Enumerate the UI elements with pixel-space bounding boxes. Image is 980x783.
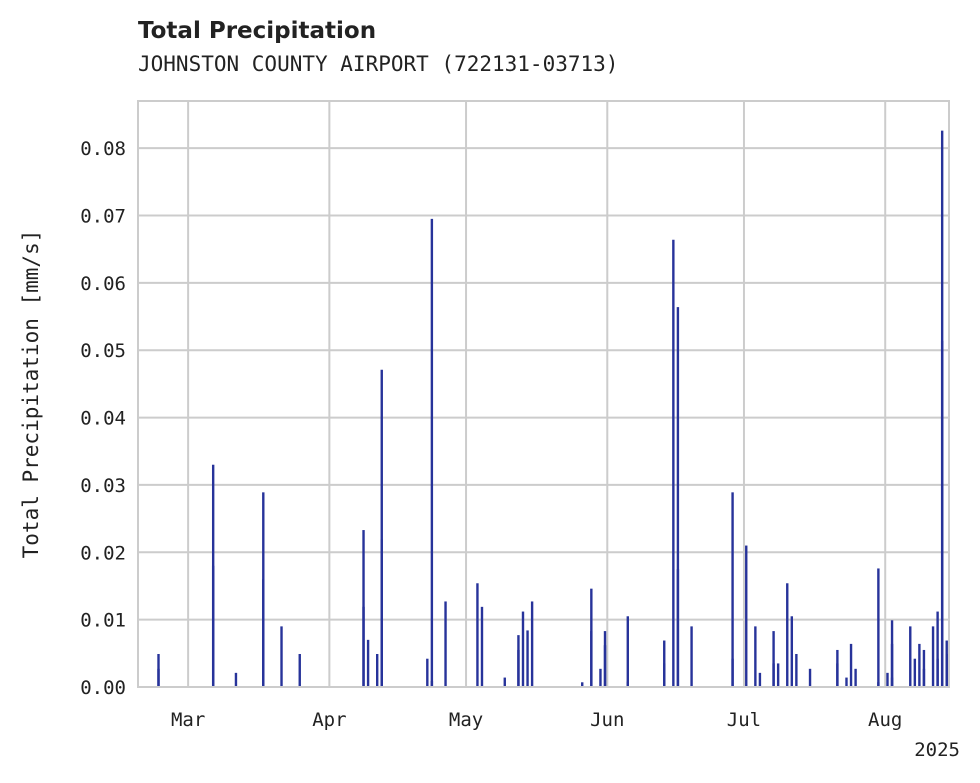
precip-bar bbox=[262, 492, 265, 687]
precip-bar bbox=[599, 668, 602, 687]
precip-bar bbox=[922, 649, 926, 687]
precip-bar bbox=[366, 639, 370, 687]
plot-frame bbox=[137, 100, 950, 688]
chart-subtitle: JOHNSTON COUNTY AIRPORT (722131-03713) bbox=[138, 52, 619, 76]
precip-bar bbox=[362, 606, 365, 687]
precip-bar bbox=[672, 239, 675, 687]
y-tick-label: 0.06 bbox=[80, 273, 126, 295]
plot-area bbox=[138, 101, 949, 687]
x-tick-label: Jun bbox=[590, 709, 624, 731]
precip-bar bbox=[663, 663, 666, 687]
precip-bar bbox=[375, 653, 379, 687]
y-tick-label: 0.02 bbox=[80, 542, 126, 564]
precip-bar bbox=[430, 680, 434, 687]
precip-bar bbox=[890, 620, 894, 687]
y-tick-label: 0.05 bbox=[80, 340, 126, 362]
precip-bar bbox=[503, 677, 506, 687]
precip-bar bbox=[526, 630, 529, 687]
y-axis-ticks: 0.00 0.01 0.02 0.03 0.04 0.05 0.06 0.07 0.08 bbox=[80, 138, 126, 699]
precip-bar bbox=[918, 643, 921, 687]
precip-bar bbox=[849, 643, 853, 687]
precip-bar bbox=[234, 672, 238, 687]
x-tick-label: May bbox=[449, 709, 483, 731]
precip-bar bbox=[877, 568, 880, 687]
x-tick-label: Mar bbox=[171, 709, 205, 731]
y-tick-label: 0.07 bbox=[80, 206, 126, 228]
precip-bar bbox=[772, 631, 775, 687]
x-tick-label: Aug bbox=[868, 709, 902, 731]
precip-bar bbox=[890, 677, 894, 687]
precip-bar bbox=[845, 677, 848, 687]
precip-bar bbox=[676, 307, 680, 687]
precip-bar bbox=[521, 611, 525, 687]
y-tick-label: 0.03 bbox=[80, 475, 126, 497]
x-tick-label: Jul bbox=[727, 709, 761, 731]
precip-bar bbox=[444, 601, 447, 687]
precip-bar bbox=[298, 653, 301, 687]
y-tick-label: 0.01 bbox=[80, 610, 126, 632]
chart-title: Total Precipitation bbox=[138, 18, 377, 44]
precip-bar bbox=[262, 639, 265, 687]
precip-bar bbox=[731, 658, 734, 687]
x-axis-ticks: Mar Apr May Jun Jul Aug bbox=[171, 709, 902, 731]
precip-bar bbox=[758, 672, 762, 687]
precip-bar bbox=[280, 626, 283, 687]
precip-bar bbox=[808, 668, 812, 687]
precip-bar bbox=[517, 635, 520, 687]
precip-bar bbox=[745, 545, 748, 687]
precip-bar bbox=[909, 626, 912, 687]
y-axis-label: Total Precipitation [mm/s] bbox=[19, 230, 43, 559]
precip-bar bbox=[940, 340, 944, 687]
precip-bar bbox=[854, 668, 857, 687]
precip-bar bbox=[786, 583, 789, 687]
precip-bar bbox=[776, 663, 780, 687]
precip-bar bbox=[836, 649, 839, 687]
precip-bar bbox=[731, 492, 734, 687]
precip-bar bbox=[754, 626, 757, 687]
precip-bar bbox=[530, 601, 534, 687]
year-label: 2025 bbox=[914, 739, 960, 761]
y-tick-label: 0.04 bbox=[80, 408, 126, 430]
precip-bar bbox=[430, 218, 434, 687]
precip-bar bbox=[211, 565, 215, 687]
precip-bar bbox=[795, 653, 798, 687]
precip-bar bbox=[581, 682, 584, 687]
precip-bar bbox=[790, 616, 794, 687]
precip-bar bbox=[886, 672, 889, 687]
y-tick-label: 0.08 bbox=[80, 138, 126, 160]
precip-bar bbox=[945, 653, 948, 687]
x-tick-label: Apr bbox=[312, 709, 346, 731]
precip-bar bbox=[626, 616, 629, 687]
precip-bar bbox=[626, 681, 629, 687]
precip-bar bbox=[480, 606, 484, 687]
precip-bar bbox=[476, 583, 479, 687]
precip-bar bbox=[913, 658, 917, 687]
grid-lines bbox=[138, 101, 949, 688]
precip-bar bbox=[426, 658, 429, 687]
precip-bar bbox=[931, 626, 935, 687]
y-tick-label: 0.00 bbox=[80, 677, 126, 699]
precip-bar bbox=[590, 631, 593, 687]
precip-bar bbox=[157, 668, 160, 687]
precip-bar bbox=[380, 539, 383, 687]
bar-series bbox=[157, 130, 948, 687]
precip-bar bbox=[936, 611, 939, 687]
precip-bar bbox=[603, 645, 607, 687]
precip-bar bbox=[690, 626, 693, 687]
precip-bar bbox=[380, 369, 383, 687]
precip-bar bbox=[877, 682, 880, 687]
